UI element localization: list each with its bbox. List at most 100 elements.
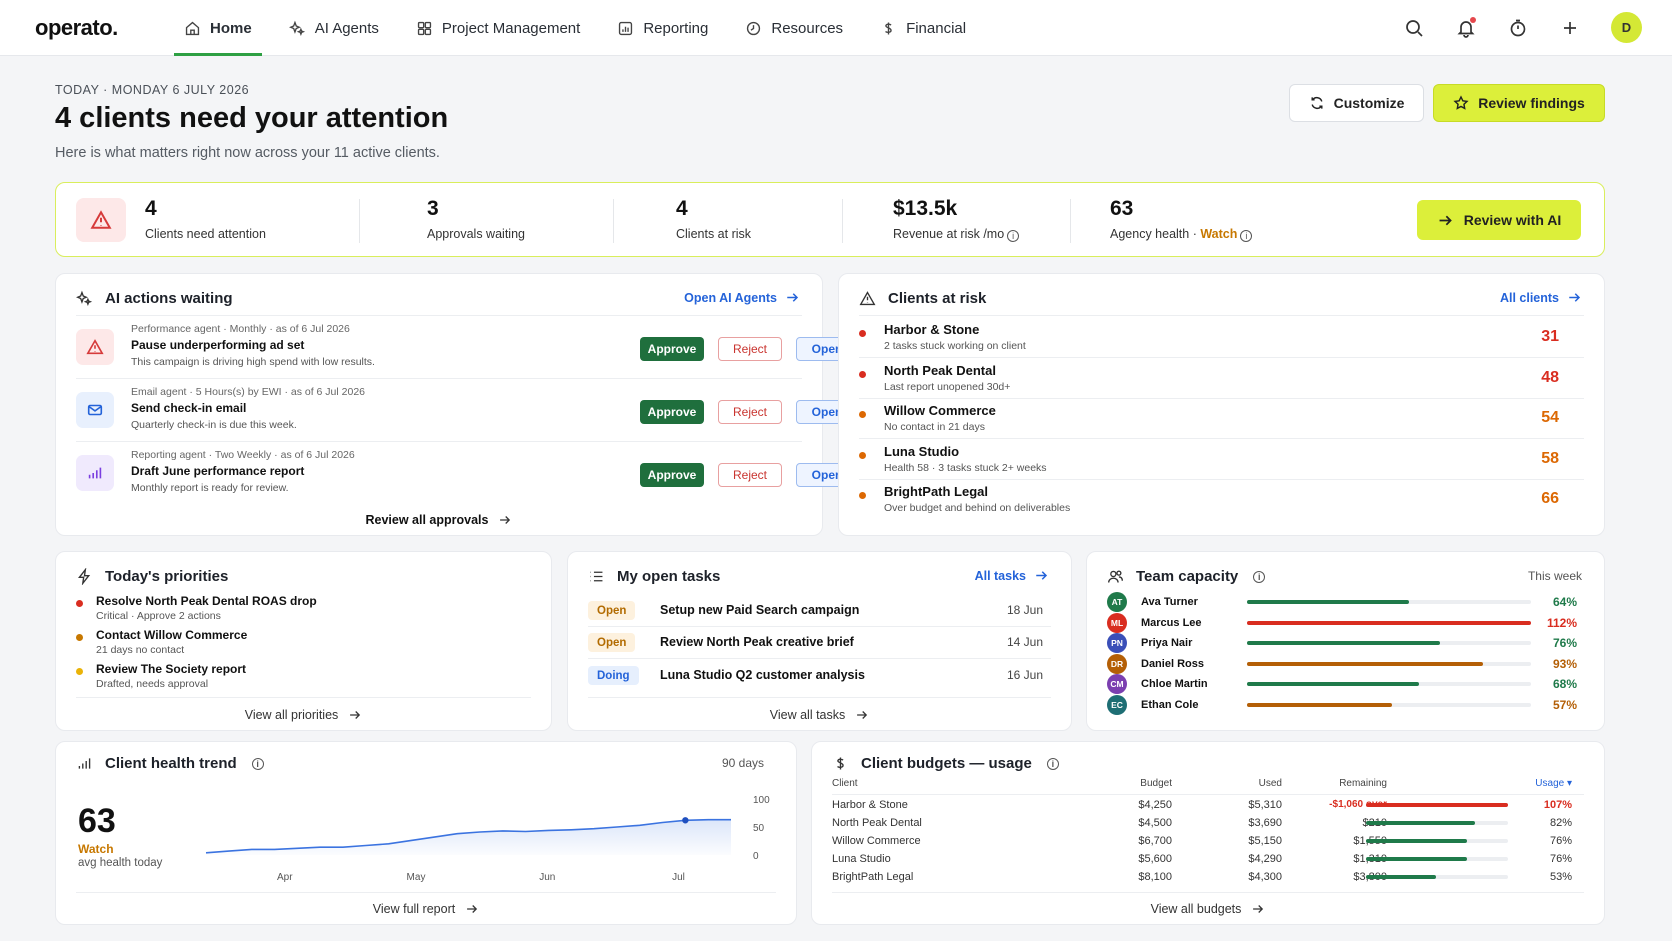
info-icon[interactable]: i	[1007, 230, 1020, 242]
action-desc: This campaign is driving high spend with…	[131, 356, 375, 368]
risk-client-row[interactable]: Luna Studio Health 58 · 3 tasks stuck 2+ …	[859, 440, 1559, 480]
budget-row[interactable]: BrightPath Legal$8,100$4,300$3,80053%	[832, 871, 1572, 888]
action-icon-tile	[76, 455, 114, 491]
tab-resources[interactable]: Resources	[731, 0, 857, 56]
info-icon[interactable]: i	[1046, 757, 1059, 770]
timer-button[interactable]	[1507, 17, 1529, 39]
priorities-card: Today's priorities Resolve North Peak De…	[55, 551, 552, 731]
view-all-priorities-link[interactable]: View all priorities	[56, 708, 551, 722]
view-full-report-link[interactable]: View full report	[56, 902, 796, 916]
risk-client-row[interactable]: Willow Commerce No contact in 21 days 54	[859, 399, 1559, 439]
all-tasks-link[interactable]: All tasks	[975, 568, 1049, 583]
usage-fill	[1366, 839, 1467, 843]
col-header-usage[interactable]: Usage ▾	[1535, 778, 1572, 789]
notification-dot	[1470, 16, 1476, 23]
usage-pct: 107%	[1543, 799, 1572, 811]
budget-value: $4,250	[1138, 799, 1172, 811]
card-title: Client budgets — usage i	[832, 755, 1059, 772]
capacity-row[interactable]: DR Daniel Ross 93%	[1107, 653, 1577, 674]
all-clients-link[interactable]: All clients	[1500, 290, 1582, 305]
reject-button[interactable]: Reject	[718, 337, 782, 361]
info-icon[interactable]: i	[1253, 570, 1266, 583]
tab-home[interactable]: Home	[170, 0, 266, 56]
risk-client-row[interactable]: BrightPath Legal Over budget and behind o…	[859, 480, 1559, 520]
kpi-revenue-value: $13.5k	[893, 197, 958, 220]
info-icon[interactable]: i	[251, 757, 264, 770]
risk-client-row[interactable]: Harbor & Stone 2 tasks stuck working on c…	[859, 318, 1559, 358]
col-header-used[interactable]: Used	[1258, 778, 1282, 789]
kpi-health-label: Agency health · Watch i	[1110, 227, 1253, 242]
capacity-pct: 64%	[1552, 595, 1577, 609]
divider	[859, 397, 1584, 399]
capacity-row[interactable]: EC Ethan Cole 57%	[1107, 694, 1577, 715]
budget-row[interactable]: Luna Studio$5,600$4,290$1,31076%	[832, 853, 1572, 870]
tab-financial[interactable]: Financial	[866, 0, 980, 56]
search-button[interactable]	[1403, 17, 1425, 39]
page-date: TODAY · MONDAY 6 JULY 2026	[55, 83, 250, 97]
approve-button[interactable]: Approve	[640, 337, 704, 361]
tab-reporting[interactable]: Reporting	[603, 0, 722, 56]
reject-button[interactable]: Reject	[718, 463, 782, 487]
view-all-budgets-link[interactable]: View all budgets	[812, 902, 1604, 916]
open-tasks-card: My open tasks All tasks Open Setup new P…	[567, 551, 1072, 731]
arrow-right-icon	[1439, 215, 1452, 225]
trend-point[interactable]	[682, 817, 689, 824]
tab-ai-agents[interactable]: AI Agents	[275, 0, 393, 56]
add-button[interactable]	[1559, 17, 1581, 39]
col-header-remaining[interactable]: Remaining	[1339, 778, 1387, 789]
review-with-ai-button[interactable]: Review with AI	[1417, 200, 1581, 240]
user-avatar[interactable]: D	[1611, 12, 1642, 43]
task-row[interactable]: Open Review North Peak creative brief 14…	[588, 630, 1043, 658]
divider	[588, 658, 1051, 659]
notifications-button[interactable]	[1455, 16, 1477, 39]
reject-button[interactable]: Reject	[718, 400, 782, 424]
used-value: $5,310	[1248, 799, 1282, 811]
capacity-period: This week	[1527, 569, 1582, 583]
avatar: PN	[1107, 633, 1127, 653]
health-trend-card: Client health trend i 90 days 63 Watch a…	[55, 741, 797, 925]
budget-row[interactable]: Harbor & Stone $4,250 $5,310 -$1,060 over 10…	[832, 799, 1572, 816]
capacity-bar	[1247, 682, 1531, 686]
tab-project-management[interactable]: Project Management	[402, 0, 594, 56]
approve-button[interactable]: Approve	[640, 400, 704, 424]
capacity-row[interactable]: AT Ava Turner 64%	[1107, 592, 1577, 612]
capacity-row[interactable]: PN Priya Nair 76%	[1107, 633, 1577, 653]
divider	[613, 199, 614, 243]
task-row[interactable]: Doing Luna Studio Q2 customer analysis 1…	[588, 663, 1043, 691]
risk-client-row[interactable]: North Peak Dental Last report unopened 30…	[859, 359, 1559, 399]
capacity-row[interactable]: ML Marcus Lee 112%	[1107, 612, 1577, 633]
capacity-fill	[1247, 620, 1531, 625]
app-logo[interactable]: operato.	[35, 15, 118, 40]
open-ai-agents-link[interactable]: Open AI Agents	[684, 290, 800, 305]
divider	[832, 892, 1584, 893]
bell-icon	[1457, 20, 1475, 38]
review-findings-button[interactable]: Review findings	[1433, 84, 1605, 122]
view-all-tasks-link[interactable]: View all tasks	[568, 708, 1071, 722]
approve-button[interactable]: Approve	[640, 463, 704, 487]
priority-dot	[76, 668, 83, 675]
client-name: Luna Studio	[832, 853, 891, 865]
client-name: Harbor & Stone	[884, 322, 980, 337]
task-row[interactable]: Open Setup new Paid Search campaign 18 J…	[588, 598, 1043, 626]
nav-actions: D	[1403, 12, 1642, 43]
ai-action-item: Performance agent · Monthly · as of 6 Ju…	[76, 319, 858, 375]
col-header-budget[interactable]: Budget	[1140, 778, 1172, 789]
health-score: 48	[1541, 368, 1559, 386]
divider	[76, 697, 531, 698]
health-status: Watch	[78, 842, 114, 856]
info-icon[interactable]: i	[1240, 230, 1253, 242]
nav-tabs: Home AI Agents Project Management Report…	[170, 0, 989, 56]
capacity-row[interactable]: CM Chloe Martin 68%	[1107, 674, 1577, 694]
card-title: Team capacity i	[1107, 568, 1266, 585]
col-header-client[interactable]: Client	[832, 778, 858, 789]
plus-icon	[1564, 21, 1576, 34]
usage-pct: 53%	[1549, 871, 1572, 883]
budget-value: $6,700	[1138, 835, 1172, 847]
bar-chart-icon	[78, 758, 91, 769]
customize-button[interactable]: Customize	[1289, 84, 1424, 122]
review-all-approvals-link[interactable]: Review all approvals	[56, 513, 822, 527]
arrow-right-icon	[500, 516, 511, 524]
budget-row[interactable]: Willow Commerce$6,700$5,150$1,55076%	[832, 835, 1572, 852]
budget-row[interactable]: North Peak Dental$4,500$3,690$21082%	[832, 817, 1572, 834]
avatar: ML	[1107, 612, 1127, 633]
